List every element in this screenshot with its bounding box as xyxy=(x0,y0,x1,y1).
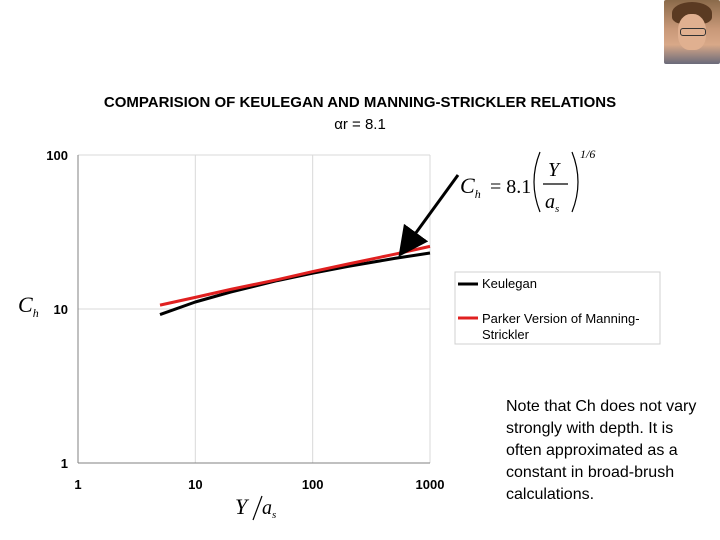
presenter-photo xyxy=(664,0,720,64)
series-line-keulegan xyxy=(159,251,431,317)
y-tick-label-1: 1 xyxy=(61,456,68,471)
legend-label-parker: Parker Version of Manning- xyxy=(482,311,640,326)
y-tick-label-100: 100 xyxy=(46,148,68,163)
equation-exponent: 1/6 xyxy=(580,147,595,161)
x-axis-title: Y as xyxy=(235,494,276,521)
equation-left-paren xyxy=(533,151,541,213)
series-line-parker-version-of-manning-strickler xyxy=(159,244,431,307)
chart-subtitle: αr = 8.1 xyxy=(334,116,386,133)
equation: Ch = 8.1 Y as 1/6 xyxy=(460,147,595,215)
y-axis-title: Ch xyxy=(18,292,39,320)
x-tick-label-10: 10 xyxy=(188,477,202,492)
x-tick-label-1000: 1000 xyxy=(416,477,445,492)
x-tick-label-100: 100 xyxy=(302,477,324,492)
photo-face xyxy=(678,14,706,50)
legend-label-parker-cont: Strickler xyxy=(482,327,530,342)
tick-layer: 1 10 100 1000 1 10 100 xyxy=(46,148,444,492)
y-tick-label-10: 10 xyxy=(54,302,68,317)
equation-right-paren xyxy=(571,151,579,213)
note-text: Note that Ch does not vary strongly with… xyxy=(506,398,697,503)
photo-glasses xyxy=(680,28,706,36)
equation-denominator: as xyxy=(545,191,559,215)
equation-numerator: Y xyxy=(548,159,561,181)
equation-coef: = 8.1 xyxy=(490,176,531,198)
grid-layer xyxy=(77,154,431,464)
axis-layer xyxy=(77,155,430,464)
svg-text:Y: Y xyxy=(235,494,250,519)
x-tick-label-1: 1 xyxy=(74,477,81,492)
chart-title: COMPARISION OF KEULEGAN AND MANNING-STRI… xyxy=(103,94,617,111)
annotation-arrow xyxy=(398,174,460,257)
series-layer xyxy=(159,244,431,317)
legend-box xyxy=(454,271,661,345)
legend-label-keulegan: Keulegan xyxy=(482,276,537,291)
legend: Keulegan Parker Version of Manning- Stri… xyxy=(454,271,661,345)
equation-lhs: Ch xyxy=(460,173,481,201)
svg-text:as: as xyxy=(262,497,276,521)
